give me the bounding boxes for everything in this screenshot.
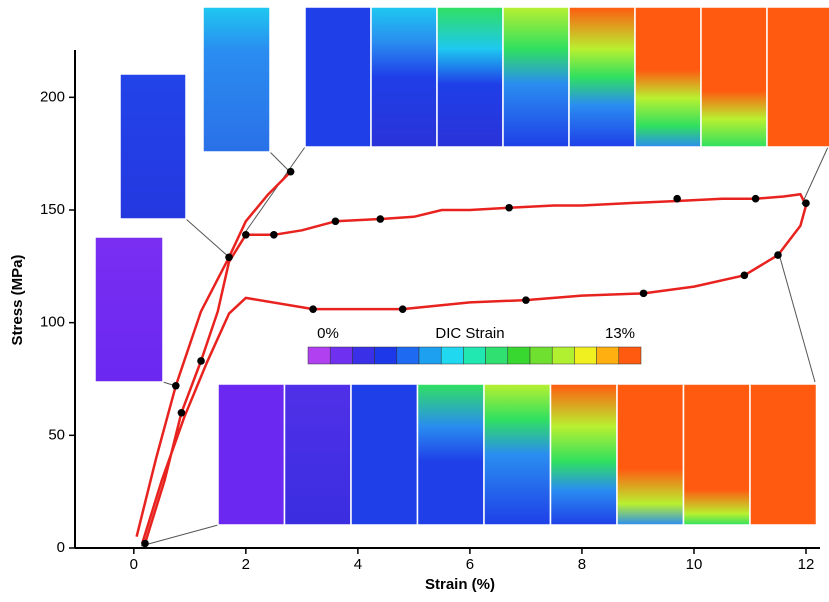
x-tick-label: 8	[578, 556, 586, 573]
colorbar-cell	[574, 346, 597, 365]
y-axis-label: Stress (MPa)	[9, 255, 26, 346]
x-tick-label: 6	[466, 556, 474, 573]
colorbar-cell	[507, 346, 531, 365]
y-tick-label: 0	[57, 539, 65, 556]
dic-inset	[568, 6, 636, 148]
x-axis-label: Strain (%)	[425, 576, 495, 593]
data-point	[639, 289, 648, 298]
data-point	[286, 167, 295, 176]
data-point	[751, 194, 760, 203]
data-point	[309, 305, 317, 313]
dic-inset	[502, 6, 570, 148]
x-tick-label: 2	[242, 556, 250, 573]
y-tick-label: 100	[40, 314, 65, 331]
data-point	[141, 539, 149, 548]
dic-inset	[682, 383, 751, 526]
data-point	[740, 271, 749, 280]
x-tick-label: 4	[354, 556, 362, 573]
dic-inset	[549, 383, 618, 526]
colorbar-cell	[352, 346, 375, 365]
data-point	[673, 194, 681, 203]
data-point	[270, 230, 278, 239]
colorbar-cell	[463, 346, 486, 365]
connector	[269, 151, 291, 173]
dic-inset	[436, 6, 504, 148]
dic-inset	[749, 383, 818, 526]
dic-inset	[370, 6, 438, 148]
dic-inset	[94, 236, 164, 383]
data-point	[172, 381, 180, 390]
x-tick-label: 12	[798, 556, 815, 573]
dic-inset	[483, 383, 552, 526]
dic-inset	[700, 6, 768, 148]
connector	[185, 218, 231, 259]
dic-inset	[304, 6, 372, 148]
data-point	[522, 296, 530, 304]
data-point	[197, 357, 205, 365]
colorbar-cell	[374, 346, 398, 365]
connector	[801, 146, 829, 205]
dic-inset	[416, 383, 485, 526]
colorbar-cell	[551, 346, 575, 365]
colorbar-cell	[529, 346, 553, 365]
colorbar-cell	[329, 346, 353, 365]
connector	[778, 253, 816, 383]
colorbar-cell	[307, 346, 331, 365]
y-tick-label: 50	[48, 426, 65, 443]
data-point	[398, 305, 407, 313]
colorbar-cell	[418, 346, 442, 365]
connector	[243, 146, 306, 235]
data-point	[225, 253, 233, 262]
x-tick-label: 0	[130, 556, 138, 573]
dic-inset	[350, 383, 419, 526]
colorbar-cell	[485, 346, 509, 365]
x-tick-label: 10	[686, 556, 703, 573]
colorbar-cell	[618, 346, 642, 365]
data-point	[802, 199, 810, 208]
data-point	[376, 215, 385, 223]
dic-inset	[217, 383, 286, 526]
colorbar-cell	[440, 346, 464, 365]
stress-strain-curve	[141, 192, 808, 544]
data-point	[774, 251, 782, 259]
colorbar-cell	[396, 346, 420, 365]
dic-inset	[283, 383, 352, 526]
dic-inset	[634, 6, 702, 148]
connector	[140, 524, 219, 547]
data-point	[177, 408, 186, 417]
data-point	[505, 203, 513, 212]
colorbar-min-label: 0%	[317, 325, 339, 342]
stress-strain-curve	[135, 170, 292, 538]
y-tick-label: 150	[40, 201, 65, 218]
dic-inset	[119, 73, 187, 220]
dic-inset	[616, 383, 685, 526]
y-tick-label: 200	[40, 88, 65, 105]
data-point	[242, 230, 250, 239]
colorbar-max-label: 13%	[605, 325, 635, 342]
data-point	[331, 217, 340, 226]
dic-inset	[202, 6, 271, 153]
colorbar-title: DIC Strain	[435, 325, 504, 342]
colorbar-cell	[596, 346, 620, 365]
dic-inset	[766, 6, 829, 148]
